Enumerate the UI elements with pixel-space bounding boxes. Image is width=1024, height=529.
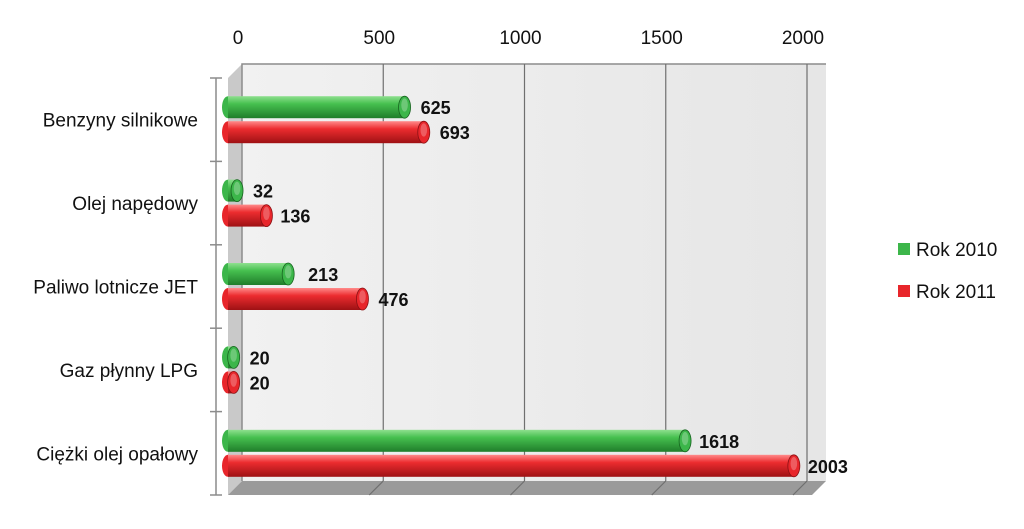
legend-swatch-rok-2010 bbox=[898, 243, 910, 255]
plot-border bbox=[241, 63, 826, 481]
legend: Rok 2010 Rok 2011 bbox=[898, 240, 997, 303]
category-label-benzyny-silnikowe: Benzyny silnikowe bbox=[43, 111, 198, 132]
category-label-paliwo-lotnicze-jet: Paliwo lotnicze JET bbox=[33, 278, 198, 299]
bar-rok-2011-benzyny-silnikowe bbox=[222, 120, 431, 144]
data-label-rok-2010-olej-napedowy: 32 bbox=[253, 182, 273, 202]
data-label-rok-2010-gaz-plynny-lpg: 20 bbox=[250, 348, 270, 368]
bar-rok-2010-gaz-plynny-lpg bbox=[222, 345, 241, 369]
legend-label-rok-2010: Rok 2010 bbox=[916, 240, 997, 261]
x-tick-label: 1500 bbox=[641, 28, 683, 49]
value-axis: 0 500 1000 1500 2000 bbox=[233, 28, 824, 49]
gridline-floor bbox=[368, 480, 384, 496]
category-label-gaz-plynny-lpg: Gaz płynny LPG bbox=[60, 361, 198, 382]
x-tick-label: 2000 bbox=[782, 28, 824, 49]
bars bbox=[222, 95, 801, 478]
data-label-rok-2011-ciezki-olej-opalowy: 2003 bbox=[808, 457, 848, 477]
category-axis: Benzyny silnikowe Olej napędowy Paliwo lot… bbox=[33, 77, 222, 496]
data-labels: 625 693 32 136 213 476 20 20 1618 2003 bbox=[250, 98, 848, 477]
bar-rok-2011-paliwo-lotnicze-jet bbox=[222, 287, 369, 311]
x-tick-label: 1000 bbox=[499, 28, 541, 49]
data-label-rok-2010-ciezki-olej-opalowy: 1618 bbox=[699, 432, 739, 452]
legend-label-rok-2011: Rok 2011 bbox=[916, 282, 996, 303]
legend-swatch-rok-2011 bbox=[898, 285, 910, 297]
gridline-floor bbox=[651, 480, 667, 496]
gridline-floor bbox=[510, 480, 525, 496]
bar-rok-2010-olej-napedowy bbox=[222, 179, 244, 203]
data-label-rok-2010-paliwo-lotnicze-jet: 213 bbox=[308, 265, 338, 285]
data-label-rok-2011-gaz-plynny-lpg: 20 bbox=[250, 373, 270, 393]
data-label-rok-2011-benzyny-silnikowe: 693 bbox=[440, 123, 470, 143]
gridline-floor bbox=[792, 480, 808, 496]
data-label-rok-2010-benzyny-silnikowe: 625 bbox=[421, 98, 451, 118]
category-label-ciezki-olej-opalowy: Ciężki olej opałowy bbox=[36, 444, 198, 465]
bar-rok-2010-ciezki-olej-opalowy bbox=[222, 429, 692, 453]
plot-floor bbox=[228, 481, 826, 495]
bar-rok-2010-paliwo-lotnicze-jet bbox=[222, 262, 295, 286]
category-label-olej-napedowy: Olej napędowy bbox=[72, 194, 198, 215]
x-tick-label: 0 bbox=[233, 28, 244, 49]
data-label-rok-2011-olej-napedowy: 136 bbox=[280, 207, 310, 227]
x-tick-label: 500 bbox=[363, 28, 395, 49]
plot-back-wall bbox=[242, 64, 826, 481]
bar-rok-2010-benzyny-silnikowe bbox=[222, 95, 411, 119]
bar-rok-2011-gaz-plynny-lpg bbox=[222, 370, 241, 394]
data-label-rok-2011-paliwo-lotnicze-jet: 476 bbox=[378, 290, 408, 310]
bar-rok-2011-ciezki-olej-opalowy bbox=[222, 454, 801, 478]
bar-rok-2011-olej-napedowy bbox=[222, 204, 273, 228]
